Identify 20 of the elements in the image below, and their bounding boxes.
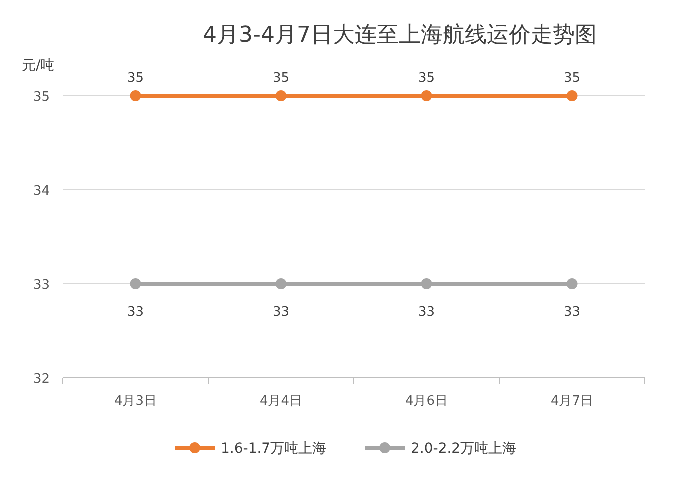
y-tick-label: 32	[33, 372, 50, 387]
y-tick-label: 35	[33, 90, 50, 105]
data-label: 33	[127, 305, 144, 320]
chart-title: 4月3-4月7日大连至上海航线运价走势图	[203, 23, 597, 48]
x-tick-label: 4月7日	[550, 394, 594, 409]
x-tick-label: 4月6日	[405, 394, 448, 409]
data-label: 33	[564, 305, 581, 320]
data-label: 33	[272, 305, 290, 320]
y-tick-label: 34	[33, 184, 50, 199]
data-label: 33	[418, 305, 436, 320]
y-tick-label: 33	[33, 278, 50, 293]
y-axis-title: 元/吨	[22, 58, 55, 74]
data-label: 35	[418, 71, 436, 86]
legend-label: 1.6-1.7万吨上海	[221, 441, 327, 457]
data-label: 35	[127, 71, 144, 86]
legend-label: 2.0-2.2万吨上海	[411, 441, 517, 457]
data-label: 35	[272, 71, 290, 86]
x-tick-label: 4月3日	[114, 394, 158, 409]
data-label: 35	[564, 71, 581, 86]
x-tick-label: 4月4日	[260, 394, 303, 409]
